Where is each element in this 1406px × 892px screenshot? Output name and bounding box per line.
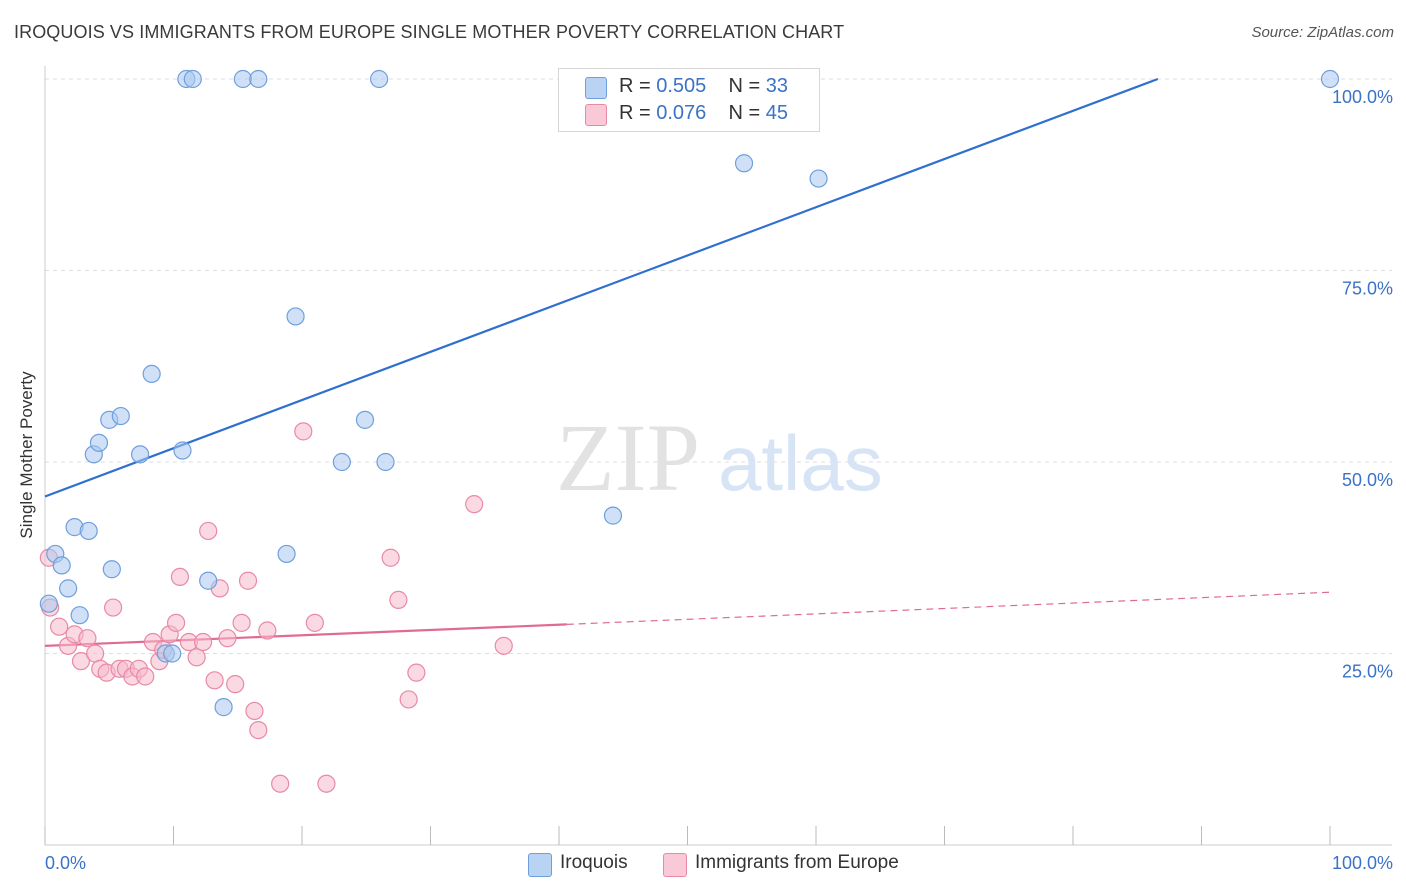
data-point-immigrants	[136, 667, 155, 686]
data-point-iroquois	[286, 307, 305, 326]
data-point-iroquois	[809, 169, 828, 188]
data-point-immigrants	[226, 675, 245, 694]
data-point-iroquois	[70, 606, 89, 625]
data-point-iroquois	[233, 69, 252, 89]
y-tick-label: 100.0%	[1332, 87, 1393, 107]
n-label: N =	[728, 75, 766, 97]
data-point-immigrants	[465, 495, 484, 514]
data-points	[39, 69, 1340, 793]
trend-line-immigrants	[44, 623, 567, 647]
data-point-iroquois	[1320, 69, 1340, 89]
data-point-iroquois	[39, 594, 58, 613]
y-tick-label: 75.0%	[1342, 279, 1393, 299]
data-point-immigrants	[71, 652, 91, 671]
data-point-iroquois	[102, 560, 121, 579]
r-label: R =	[619, 102, 657, 124]
legend-label: Iroquois	[560, 852, 628, 873]
data-point-iroquois	[59, 579, 78, 598]
data-point-immigrants	[187, 648, 206, 667]
axes	[44, 66, 1392, 846]
data-point-immigrants	[258, 621, 277, 640]
data-point-immigrants	[249, 720, 268, 740]
data-point-iroquois	[130, 445, 150, 464]
data-point-iroquois	[214, 698, 233, 717]
data-point-iroquois	[52, 556, 71, 575]
data-point-immigrants	[389, 590, 408, 609]
data-point-iroquois	[249, 69, 268, 89]
data-point-immigrants	[305, 613, 324, 632]
data-point-iroquois	[734, 154, 754, 173]
data-point-iroquois	[142, 364, 161, 384]
data-point-immigrants	[218, 629, 237, 648]
data-point-iroquois	[277, 544, 296, 564]
data-point-immigrants	[86, 644, 105, 663]
data-point-iroquois	[355, 410, 375, 429]
r-value: 0.505	[656, 75, 707, 97]
data-point-immigrants	[271, 774, 290, 793]
data-point-immigrants	[294, 422, 313, 441]
data-point-iroquois	[163, 644, 182, 663]
legend-swatch-pink	[585, 104, 607, 126]
gridlines	[45, 78, 1392, 654]
data-point-immigrants	[170, 567, 190, 587]
data-point-iroquois	[376, 452, 395, 472]
y-tick-label: 50.0%	[1342, 470, 1393, 490]
data-point-immigrants	[166, 613, 186, 632]
y-tick-label: 25.0%	[1342, 662, 1393, 682]
legend-swatch-pink	[663, 853, 687, 877]
watermark-zip: ZIP	[556, 404, 700, 511]
trend-line-immigrants-extension	[566, 591, 1331, 625]
data-point-iroquois	[89, 433, 109, 452]
y-axis-label: Single Mother Poverty	[17, 371, 36, 539]
correlation-legend: R = 0.505 N = 33 R = 0.076 N = 45	[558, 68, 820, 132]
r-label: R =	[619, 75, 657, 97]
n-value: 45	[765, 102, 789, 124]
data-point-iroquois	[173, 441, 192, 460]
data-point-iroquois	[332, 452, 351, 472]
data-point-immigrants	[494, 636, 513, 655]
trend-lines	[44, 77, 1331, 647]
legend-swatch-blue	[528, 853, 552, 877]
data-point-immigrants	[78, 629, 97, 648]
r-value: 0.076	[656, 102, 707, 124]
source-label: Source: ZipAtlas.com	[1251, 24, 1394, 41]
data-point-iroquois	[370, 69, 389, 89]
data-point-iroquois	[183, 69, 202, 89]
data-point-immigrants	[199, 521, 218, 541]
data-point-immigrants	[104, 598, 123, 617]
data-point-immigrants	[193, 632, 213, 652]
data-point-iroquois	[199, 571, 218, 590]
chart-title: IROQUOIS VS IMMIGRANTS FROM EUROPE SINGL…	[14, 22, 845, 42]
data-point-iroquois	[603, 506, 623, 525]
data-point-iroquois	[79, 521, 98, 541]
n-value: 33	[765, 75, 789, 97]
data-point-immigrants	[381, 548, 400, 567]
x-tick-label: 0.0%	[45, 853, 86, 873]
data-point-iroquois	[111, 406, 130, 426]
watermark-atlas: atlas	[718, 419, 883, 507]
n-label: N =	[728, 102, 766, 124]
trend-line-iroquois	[44, 77, 1159, 498]
data-point-immigrants	[407, 663, 426, 682]
data-point-immigrants	[50, 617, 69, 636]
legend-swatch-blue	[585, 77, 607, 99]
data-point-immigrants	[232, 613, 251, 632]
data-point-immigrants	[399, 690, 418, 709]
tick-labels: 25.0% 50.0% 75.0% 100.0% 0.0% 100.0%	[45, 87, 1393, 873]
data-point-immigrants	[245, 701, 264, 721]
x-tick-label: 100.0%	[1332, 853, 1393, 873]
legend-label: Immigrants from Europe	[695, 852, 899, 873]
data-point-immigrants	[238, 571, 258, 590]
data-point-immigrants	[317, 774, 336, 793]
watermark: ZIP atlas	[556, 404, 883, 511]
data-point-immigrants	[205, 671, 224, 690]
